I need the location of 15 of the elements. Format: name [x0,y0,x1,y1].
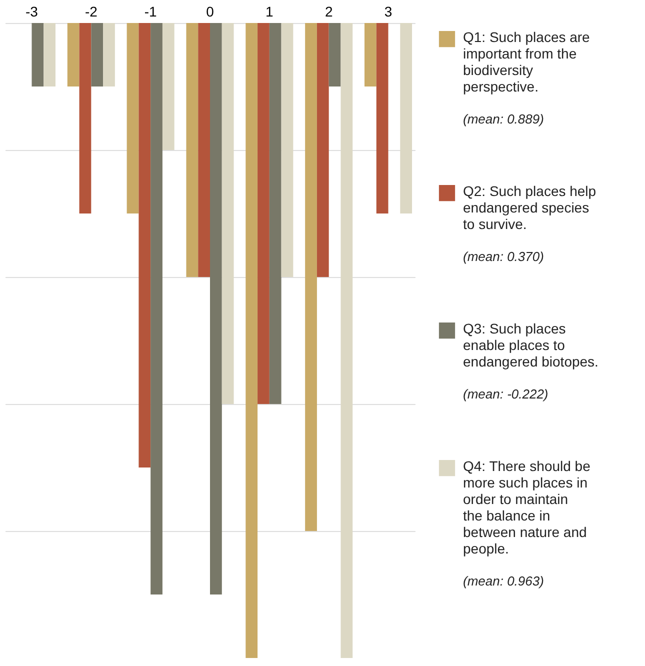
text: (mean: 0.889) [463,112,544,126]
x-tick-label: -1 [144,4,158,20]
text: (mean: 0.963) [463,574,544,588]
x-tick-label: 2 [324,4,333,20]
x-tick-label: 1 [266,4,274,20]
text: (mean: 0.370) [463,249,544,264]
x-tick-label: -2 [84,4,98,20]
x-tick-label: -3 [26,4,38,20]
legend-label: Q1: Such places are important from the biodiversity perspective. [463,29,590,94]
legend-label: Q4: There should be more such places in order to maintain the balance in between nature and people. [463,458,591,556]
x-tick-label: 0 [206,4,214,20]
legend-label: Q3: Such places enable places to endangered biotopes. [463,320,598,370]
x-tick-label: 3 [384,4,392,20]
legend-label: Q2: Such places help endangered species to survive. [463,183,596,232]
text: (mean: -0.222) [463,386,548,402]
